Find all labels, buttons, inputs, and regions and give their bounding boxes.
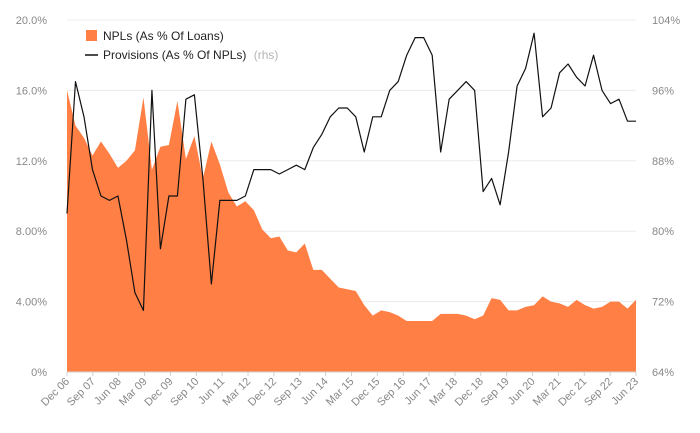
left-tick-label: 12.0% <box>16 156 47 168</box>
right-tick-label: 64% <box>652 367 674 379</box>
right-tick-label: 72% <box>652 297 674 309</box>
left-tick-label: 4.00% <box>16 297 47 309</box>
right-tick-label: 96% <box>652 85 674 97</box>
left-tick-label: 16.0% <box>16 85 47 97</box>
x-tick-label: Sep 07 <box>65 376 98 409</box>
x-tick-label: Sep 19 <box>479 376 512 409</box>
x-tick-label: Sep 13 <box>272 376 305 409</box>
left-tick-label: 8.00% <box>16 226 47 238</box>
x-tick-label: Sep 16 <box>375 376 408 409</box>
left-tick-label: 0% <box>31 367 47 379</box>
x-tick-label: Sep 22 <box>582 376 615 409</box>
left-tick-label: 20.0% <box>16 15 47 27</box>
provisions-line-series <box>66 32 636 311</box>
right-tick-label: 80% <box>652 226 674 238</box>
legend: NPLs (As % Of Loans) Provisions (As % Of… <box>85 29 278 62</box>
npl-area-series <box>67 90 636 373</box>
left-axis: 20.0% 16.0% 12.0% 8.00% 4.00% 0% <box>16 15 47 379</box>
right-axis: 104% 96% 88% 80% 72% 64% <box>652 15 680 379</box>
right-tick-label: 88% <box>652 156 674 168</box>
legend-line-label: Provisions (As % Of NPLs) (rhs) <box>103 48 278 62</box>
right-tick-label: 104% <box>652 15 680 27</box>
legend-line-rhs-note: (rhs) <box>254 48 279 62</box>
x-tick-label: Sep 10 <box>168 376 201 409</box>
legend-line-label-text: Provisions (As % Of NPLs) <box>103 48 246 62</box>
legend-area-label: NPLs (As % Of Loans) <box>103 29 224 43</box>
x-tick-label: Jun 23 <box>609 376 641 408</box>
npl-area <box>67 90 636 373</box>
legend-area-swatch <box>86 30 97 41</box>
provisions-line <box>66 32 636 311</box>
